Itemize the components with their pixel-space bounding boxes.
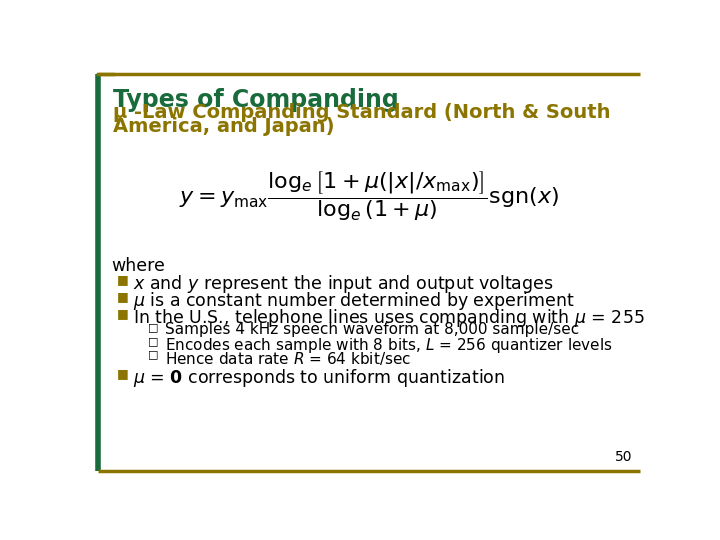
Text: $\mu$ = $\mathbf{0}$ corresponds to uniform quantization: $\mu$ = $\mathbf{0}$ corresponds to unif… [132, 367, 505, 389]
Text: Types of Companding: Types of Companding [113, 88, 399, 112]
Text: $x$ and $y$ represent the input and output voltages: $x$ and $y$ represent the input and outp… [132, 273, 553, 295]
Text: μ -Law Companding Standard (North & South: μ -Law Companding Standard (North & Sout… [113, 103, 611, 122]
Text: 50: 50 [615, 450, 632, 464]
Text: America, and Japan): America, and Japan) [113, 117, 335, 136]
Text: Hence data rate $R$ = 64 kbit/sec: Hence data rate $R$ = 64 kbit/sec [165, 350, 411, 367]
Text: Encodes each sample with 8 bits, $L$ = 256 quantizer levels: Encodes each sample with 8 bits, $L$ = 2… [165, 336, 613, 355]
Text: In the U.S., telephone lines uses companding with $\mu$ = 255: In the U.S., telephone lines uses compan… [132, 307, 644, 328]
Text: □: □ [148, 350, 158, 360]
Text: where: where [112, 257, 166, 275]
Text: ■: ■ [117, 307, 129, 320]
Text: □: □ [148, 322, 158, 332]
Text: ■: ■ [117, 273, 129, 286]
Text: Samples 4 kHz speech waveform at 8,000 sample/sec: Samples 4 kHz speech waveform at 8,000 s… [165, 322, 580, 337]
Text: ■: ■ [117, 367, 129, 380]
Text: □: □ [148, 336, 158, 346]
Text: $y = y_{\mathrm{max}} \dfrac{\log_e\left[1+\mu(|x|/x_{\mathrm{max}})\right]}{\lo: $y = y_{\mathrm{max}} \dfrac{\log_e\left… [179, 168, 559, 222]
Text: ■: ■ [117, 289, 129, 302]
Text: $\mu$ is a constant number determined by experiment: $\mu$ is a constant number determined by… [132, 289, 575, 312]
